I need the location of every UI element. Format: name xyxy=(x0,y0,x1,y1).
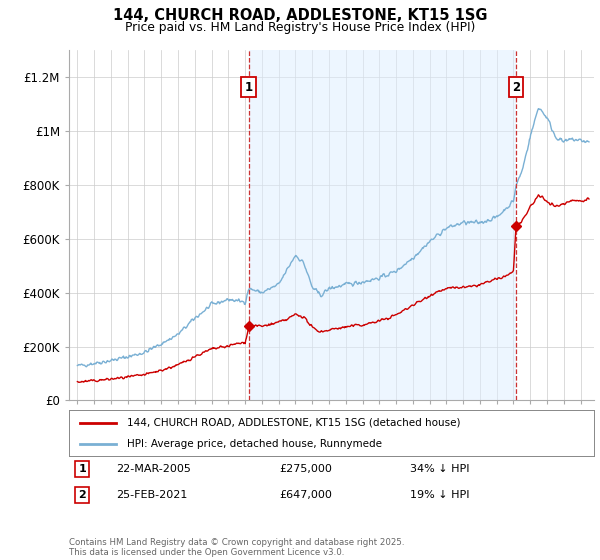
Text: 19% ↓ HPI: 19% ↓ HPI xyxy=(410,490,470,500)
Text: 144, CHURCH ROAD, ADDLESTONE, KT15 1SG: 144, CHURCH ROAD, ADDLESTONE, KT15 1SG xyxy=(113,8,487,24)
Text: 1: 1 xyxy=(245,81,253,94)
Text: Price paid vs. HM Land Registry's House Price Index (HPI): Price paid vs. HM Land Registry's House … xyxy=(125,21,475,34)
Text: 144, CHURCH ROAD, ADDLESTONE, KT15 1SG (detached house): 144, CHURCH ROAD, ADDLESTONE, KT15 1SG (… xyxy=(127,418,460,428)
Text: £647,000: £647,000 xyxy=(279,490,332,500)
Bar xyxy=(249,50,516,400)
Text: 2: 2 xyxy=(512,81,520,94)
Text: 22-MAR-2005: 22-MAR-2005 xyxy=(116,464,191,474)
Text: 25-FEB-2021: 25-FEB-2021 xyxy=(116,490,188,500)
Text: 1: 1 xyxy=(78,464,86,474)
Text: 34% ↓ HPI: 34% ↓ HPI xyxy=(410,464,470,474)
Text: HPI: Average price, detached house, Runnymede: HPI: Average price, detached house, Runn… xyxy=(127,439,382,449)
Text: £275,000: £275,000 xyxy=(279,464,332,474)
Text: Contains HM Land Registry data © Crown copyright and database right 2025.
This d: Contains HM Land Registry data © Crown c… xyxy=(69,538,404,557)
Text: 2: 2 xyxy=(78,490,86,500)
